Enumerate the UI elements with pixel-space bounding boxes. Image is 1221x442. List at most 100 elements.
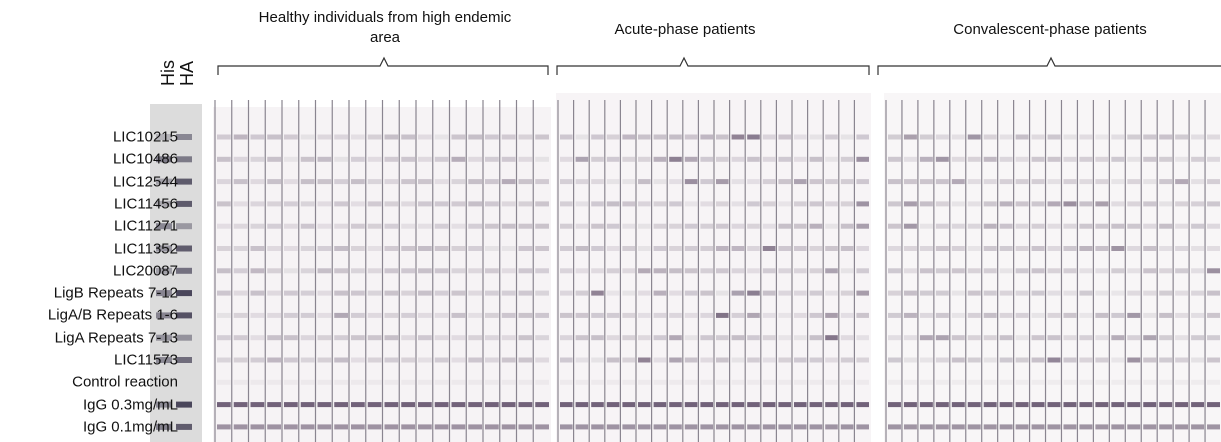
band xyxy=(485,291,499,296)
band xyxy=(301,424,315,429)
band xyxy=(368,424,382,429)
band xyxy=(825,268,838,273)
band xyxy=(841,424,854,429)
band xyxy=(747,313,760,318)
band xyxy=(591,201,604,206)
band xyxy=(1207,402,1220,407)
band xyxy=(1000,402,1013,407)
band xyxy=(334,224,348,229)
band xyxy=(936,268,949,273)
band xyxy=(351,335,365,340)
band xyxy=(1159,135,1172,140)
band xyxy=(485,179,499,184)
band xyxy=(1191,246,1204,251)
band xyxy=(401,291,415,296)
band xyxy=(452,424,466,429)
band xyxy=(1143,291,1156,296)
band xyxy=(401,157,415,162)
band xyxy=(1016,380,1029,385)
band xyxy=(368,380,382,385)
band xyxy=(888,179,901,184)
band xyxy=(825,358,838,363)
band xyxy=(468,291,482,296)
band xyxy=(952,268,965,273)
row-label: LIC10486 xyxy=(113,151,178,168)
band xyxy=(401,135,415,140)
band xyxy=(700,291,713,296)
band xyxy=(1207,313,1220,318)
band xyxy=(535,380,549,385)
band xyxy=(1159,179,1172,184)
band xyxy=(778,335,791,340)
band xyxy=(1127,268,1140,273)
band xyxy=(176,201,192,207)
band xyxy=(368,246,382,251)
band xyxy=(1063,335,1076,340)
band xyxy=(1159,157,1172,162)
band xyxy=(794,224,807,229)
band xyxy=(251,291,265,296)
band xyxy=(351,424,365,429)
band xyxy=(334,313,348,318)
band xyxy=(435,335,449,340)
band xyxy=(435,358,449,363)
band xyxy=(716,268,729,273)
band xyxy=(778,157,791,162)
band xyxy=(217,424,231,429)
band xyxy=(622,179,635,184)
band xyxy=(234,335,248,340)
band xyxy=(1016,246,1029,251)
band xyxy=(638,224,651,229)
band xyxy=(284,402,298,407)
band xyxy=(888,424,901,429)
band xyxy=(301,380,315,385)
band xyxy=(904,268,917,273)
band xyxy=(1159,201,1172,206)
band xyxy=(888,246,901,251)
band xyxy=(1159,402,1172,407)
band xyxy=(669,335,682,340)
band xyxy=(968,179,981,184)
band xyxy=(778,402,791,407)
band xyxy=(217,224,231,229)
band xyxy=(778,179,791,184)
band xyxy=(1111,291,1124,296)
band xyxy=(176,246,192,252)
band xyxy=(234,201,248,206)
band xyxy=(1048,135,1061,140)
band xyxy=(468,179,482,184)
band xyxy=(385,380,399,385)
band xyxy=(841,224,854,229)
band xyxy=(502,224,516,229)
band xyxy=(301,179,315,184)
band xyxy=(1175,291,1188,296)
band xyxy=(1191,157,1204,162)
band xyxy=(622,424,635,429)
band xyxy=(251,313,265,318)
band xyxy=(1191,380,1204,385)
band xyxy=(685,224,698,229)
band xyxy=(452,135,466,140)
band xyxy=(622,380,635,385)
band xyxy=(856,335,869,340)
band xyxy=(535,224,549,229)
band xyxy=(952,224,965,229)
band xyxy=(234,313,248,318)
band xyxy=(936,224,949,229)
band xyxy=(763,358,776,363)
band xyxy=(607,291,620,296)
band xyxy=(334,424,348,429)
band xyxy=(385,402,399,407)
band xyxy=(841,402,854,407)
band xyxy=(435,135,449,140)
band xyxy=(468,313,482,318)
band xyxy=(654,135,667,140)
band xyxy=(607,246,620,251)
band xyxy=(435,291,449,296)
band xyxy=(385,313,399,318)
band xyxy=(560,179,573,184)
band xyxy=(904,246,917,251)
band xyxy=(318,291,332,296)
band xyxy=(485,224,499,229)
band xyxy=(284,313,298,318)
